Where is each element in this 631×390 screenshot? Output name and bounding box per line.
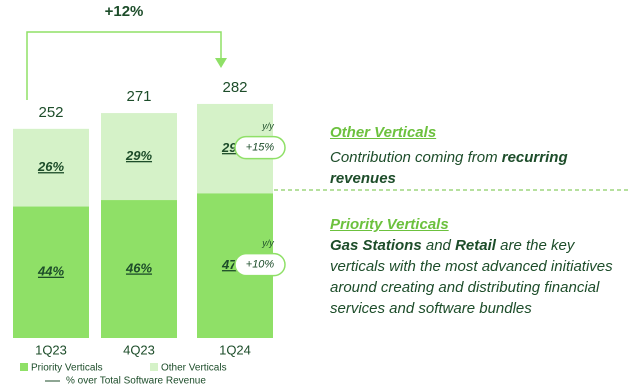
priority-block: Priority Verticals Gas Stations and Reta…: [330, 214, 628, 319]
yoy-pill: [234, 135, 286, 160]
bar-segment: [13, 206, 89, 338]
priority-bold: Retail: [455, 237, 496, 254]
priority-title: Priority Verticals: [330, 216, 449, 233]
segment-label: 26%: [37, 159, 64, 174]
legend-label: Priority Verticals: [31, 363, 103, 374]
segment-label: 29%: [125, 148, 152, 163]
x-tick-label: 1Q24: [219, 342, 251, 357]
growth-arrow: [215, 58, 227, 68]
legend-swatch: [20, 363, 28, 371]
total-label: 282: [222, 79, 247, 96]
priority-text: and: [421, 237, 456, 254]
bar-segment: [101, 113, 177, 201]
segment-label: 46%: [125, 260, 152, 275]
yoy-caption: y/y: [261, 238, 274, 248]
other-title: Other Verticals: [330, 124, 437, 141]
other-text: Contribution coming from: [330, 149, 502, 166]
yoy-pill: [234, 252, 286, 277]
x-tick-label: 1Q23: [35, 342, 67, 357]
yoy-value: +10%: [246, 259, 275, 271]
growth-label: +12%: [105, 3, 144, 20]
legend-label: Other Verticals: [161, 363, 227, 374]
segment-label: 44%: [37, 264, 64, 279]
legend-line-label: % over Total Software Revenue: [66, 376, 206, 387]
priority-bold: Gas Stations: [330, 237, 422, 254]
total-label: 252: [38, 104, 63, 121]
growth-bracket: [26, 31, 222, 100]
bar-segment: [13, 128, 89, 207]
x-tick-label: 4Q23: [123, 342, 155, 357]
legend-swatch: [150, 363, 158, 371]
priority-text: are the key verticals with the most adva…: [330, 237, 613, 317]
bar-segment: [101, 200, 177, 338]
other-block: Other Verticals Contribution coming from…: [330, 122, 628, 189]
total-label: 271: [126, 88, 151, 105]
yoy-value: +15%: [246, 142, 275, 154]
yoy-caption: y/y: [261, 121, 274, 131]
other-bold: recurring revenues: [330, 149, 568, 187]
